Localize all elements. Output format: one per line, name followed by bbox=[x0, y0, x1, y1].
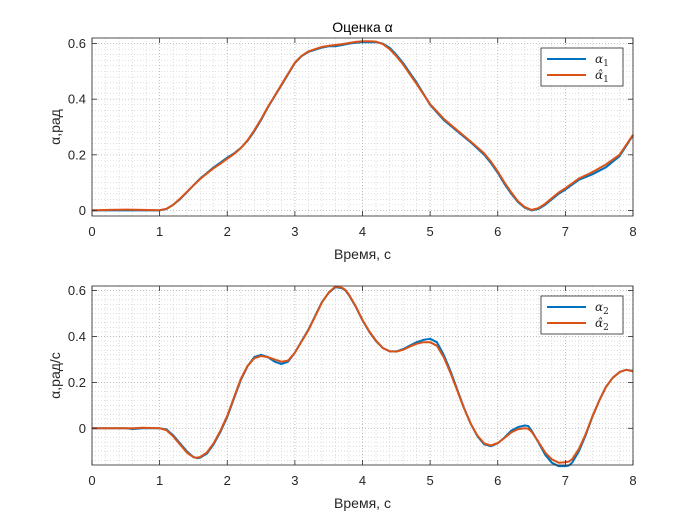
x-tick-label: 7 bbox=[562, 224, 569, 239]
x-tick-label: 0 bbox=[88, 473, 95, 488]
y-tick-label: 0 bbox=[79, 203, 86, 218]
y-tick-label: 0.6 bbox=[68, 283, 86, 298]
y-tick-label: 0.6 bbox=[68, 36, 86, 51]
legend: α2α̂2 bbox=[540, 295, 624, 335]
y-tick-label: 0.2 bbox=[68, 375, 86, 390]
x-tick-label: 6 bbox=[494, 473, 501, 488]
legend-label-1: α1 bbox=[595, 52, 609, 69]
x-tick-label: 4 bbox=[359, 473, 366, 488]
x-tick-label: 8 bbox=[629, 224, 636, 239]
y-tick-label: 0.4 bbox=[68, 329, 86, 344]
x-tick-label: 1 bbox=[156, 224, 163, 239]
x-tick-label: 4 bbox=[359, 224, 366, 239]
x-tick-label: 7 bbox=[562, 473, 569, 488]
y-tick-label: 0 bbox=[79, 421, 86, 436]
legend-label-2: α̂1 bbox=[595, 68, 609, 85]
lower-plot: 0 1 2 3 4 5 6 7 8 0 0.2 0.4 0.6 Время, с α,рад/с α2α̂2 bbox=[47, 283, 637, 511]
legend: α1α̂1 bbox=[540, 47, 624, 87]
major-grid bbox=[91, 38, 634, 216]
series-line-2 bbox=[92, 285, 634, 464]
y-axis-label: α,рад/с bbox=[47, 352, 63, 399]
y-tick-label: 0.4 bbox=[68, 92, 86, 107]
x-tick-label: 8 bbox=[629, 473, 636, 488]
series-line-2 bbox=[91, 40, 634, 212]
major-grid bbox=[91, 286, 634, 465]
x-tick-label: 6 bbox=[494, 224, 501, 239]
x-tick-label: 3 bbox=[291, 473, 298, 488]
x-tick-label: 3 bbox=[291, 224, 298, 239]
x-axis-label: Время, с bbox=[334, 246, 391, 262]
legend-box bbox=[540, 47, 624, 87]
legend-label-1: α2 bbox=[595, 300, 609, 317]
upper-plot: 0 1 2 3 4 5 6 7 8 0 0.2 0.4 0.6 Время, с α,рад Оценка α… bbox=[47, 19, 637, 262]
chart-title: Оценка α bbox=[332, 19, 392, 35]
x-tick-label: 2 bbox=[224, 224, 231, 239]
legend-label-2: α̂2 bbox=[595, 316, 609, 333]
x-axis-label: Время, с bbox=[334, 495, 391, 511]
y-tick-label: 0.2 bbox=[68, 147, 86, 162]
y-axis-label: α,рад bbox=[47, 109, 63, 145]
x-tick-label: 1 bbox=[156, 473, 163, 488]
x-tick-label: 0 bbox=[88, 224, 95, 239]
x-tick-label: 5 bbox=[427, 473, 434, 488]
legend-box bbox=[540, 295, 624, 335]
x-tick-label: 2 bbox=[224, 473, 231, 488]
x-tick-label: 5 bbox=[427, 224, 434, 239]
